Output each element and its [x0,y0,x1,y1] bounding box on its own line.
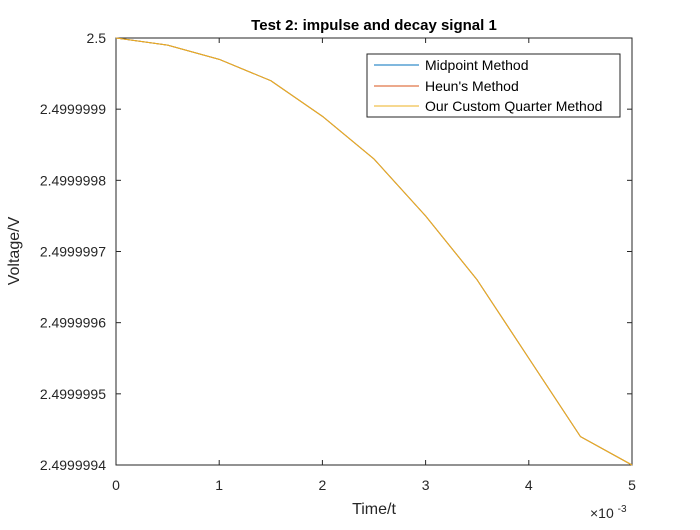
y-tick-label: 2.4999995 [40,386,106,402]
x-tick-label: 1 [215,477,223,493]
x-tick-label: 2 [319,477,327,493]
y-tick-label: 2.4999996 [40,315,106,331]
x-tick-label: 5 [628,477,636,493]
x-tick-label: 0 [112,477,120,493]
legend-label-quarter: Our Custom Quarter Method [425,98,602,114]
x-axis-exponent-base: ×10 [590,505,614,521]
series-group [115,37,633,466]
y-axis-label: Voltage/V [6,216,23,285]
x-axis-label: Time/t [352,501,396,518]
legend: Midpoint Method Heun's Method Our Custom… [366,53,621,118]
y-tick-label: 2.5 [87,30,107,46]
y-tick-label: 2.4999994 [40,457,106,473]
y-tick-label: 2.4999999 [40,101,106,117]
series-line-quarter [115,37,633,466]
x-axis-exponent-power: -3 [618,504,627,515]
x-tick-label: 3 [422,477,430,493]
y-tick-label: 2.4999997 [40,244,106,260]
x-axis-exponent: ×10 -3 [590,504,627,521]
x-tick-label: 4 [525,477,533,493]
legend-label-heun: Heun's Method [425,78,519,94]
chart-title: Test 2: impulse and decay signal 1 [251,17,497,34]
y-tick-label: 2.4999998 [40,172,106,188]
legend-label-midpoint: Midpoint Method [425,57,529,73]
axes-group: 0 1 2 3 4 5 2.4999994 2.4999995 2.4999996 2.49999… [40,30,636,493]
